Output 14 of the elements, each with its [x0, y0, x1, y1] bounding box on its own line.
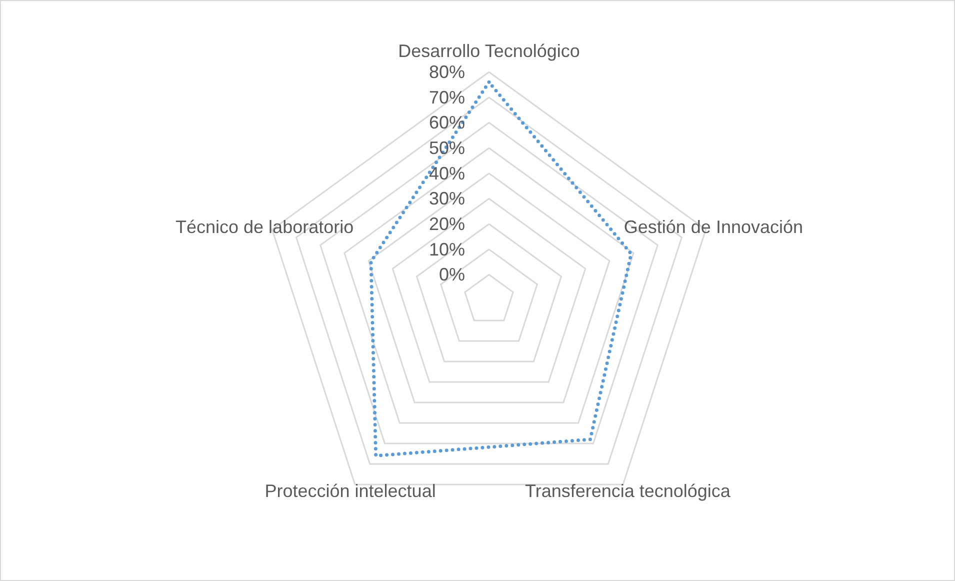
y-tick-label: 0%	[438, 264, 465, 285]
y-tick-label: 20%	[428, 214, 465, 234]
y-tick-label: 30%	[428, 188, 465, 209]
spoke-label: Protección intelectual	[264, 480, 436, 501]
y-tick-label: 40%	[428, 163, 465, 184]
spoke-label: Desarrollo Tecnológico	[398, 41, 580, 61]
y-tick-label: 80%	[428, 62, 465, 82]
spoke-label: Técnico de laboratorio	[175, 217, 354, 238]
y-tick-label: 70%	[428, 87, 465, 108]
spoke-label: Transferencia tecnológica	[524, 480, 732, 501]
y-tick-label: 50%	[428, 138, 465, 158]
y-tick-label: 60%	[428, 112, 465, 133]
y-tick-label: 10%	[428, 239, 465, 260]
spoke-label: Gestión de Innovación	[624, 217, 804, 238]
